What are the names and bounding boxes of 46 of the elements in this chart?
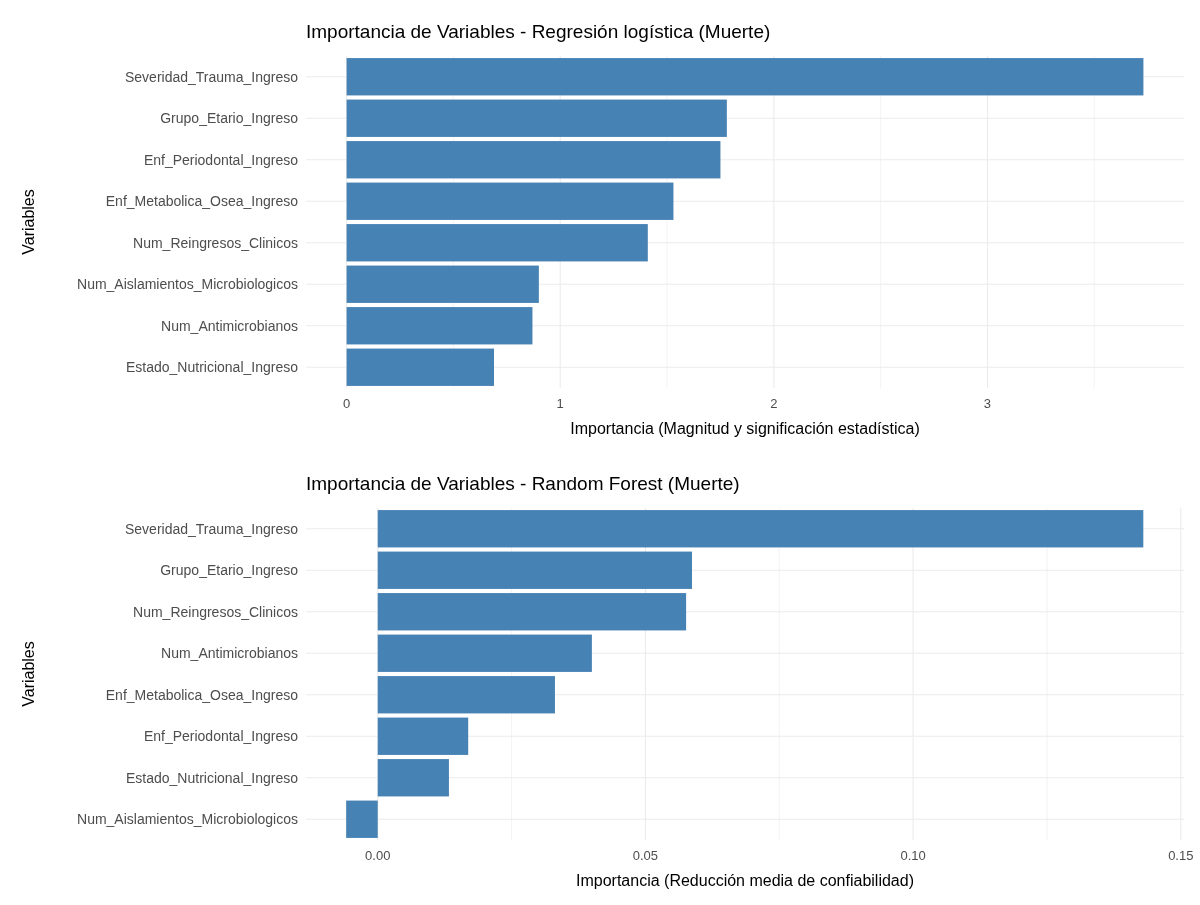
y-axis-title: Variables	[20, 189, 37, 255]
bar	[346, 265, 539, 303]
bar	[377, 634, 592, 672]
bar	[377, 551, 692, 589]
bar	[346, 307, 533, 345]
bar	[377, 676, 555, 714]
bar	[377, 717, 469, 755]
x-tick-label: 2	[770, 396, 778, 411]
y-tick-label: Num_Reingresos_Clinicos	[133, 603, 298, 620]
x-tick-label: 1	[556, 396, 564, 411]
bar	[346, 141, 721, 179]
y-tick-label: Enf_Periodontal_Ingreso	[143, 728, 299, 745]
bar	[377, 593, 687, 631]
y-tick-label: Grupo_Etario_Ingreso	[160, 110, 299, 127]
bar	[346, 800, 378, 838]
y-tick-label: Estado_Nutricional_Ingreso	[126, 359, 299, 376]
chart-title: Importancia de Variables - Regresión logística (Muerte)	[306, 21, 771, 42]
y-tick-label: Num_Reingresos_Clinicos	[133, 234, 298, 251]
bar	[346, 348, 494, 386]
x-tick-label: 3	[983, 396, 992, 411]
x-tick-label: 0	[342, 396, 351, 411]
y-tick-label: Num_Aislamientos_Microbiologicos	[77, 276, 298, 293]
y-axis-title: Variables	[20, 641, 37, 707]
x-axis-title: Importancia (Magnitud y significación estadística)	[570, 420, 920, 437]
bar	[346, 99, 727, 137]
y-tick-label: Severidad_Trauma_Ingreso	[124, 68, 299, 85]
y-tick-label: Num_Antimicrobianos	[161, 645, 298, 662]
bar	[346, 58, 1144, 96]
bar	[377, 510, 1144, 548]
bar	[346, 182, 674, 220]
x-tick-label: 0.15	[1168, 848, 1194, 863]
bar	[346, 224, 648, 262]
y-tick-label: Enf_Metabolica_Osea_Ingreso	[105, 193, 299, 210]
y-tick-label: Enf_Metabolica_Osea_Ingreso	[105, 686, 299, 703]
y-tick-label: Severidad_Trauma_Ingreso	[124, 520, 299, 537]
x-axis-title: Importancia (Reducción media de confiabilidad)	[576, 872, 914, 889]
y-tick-label: Estado_Nutricional_Ingreso	[126, 769, 299, 786]
bar	[377, 759, 449, 797]
chart-title: Importancia de Variables - Random Forest (Muerte)	[306, 473, 740, 494]
y-tick-label: Enf_Periodontal_Ingreso	[143, 151, 299, 168]
x-tick-label: 0.00	[365, 848, 391, 863]
y-tick-label: Num_Antimicrobianos	[161, 317, 298, 334]
x-tick-label: 0.10	[900, 848, 926, 863]
y-tick-label: Num_Aislamientos_Microbiologicos	[77, 811, 298, 828]
y-tick-label: Grupo_Etario_Ingreso	[160, 562, 299, 579]
x-tick-label: 0.05	[632, 848, 659, 863]
